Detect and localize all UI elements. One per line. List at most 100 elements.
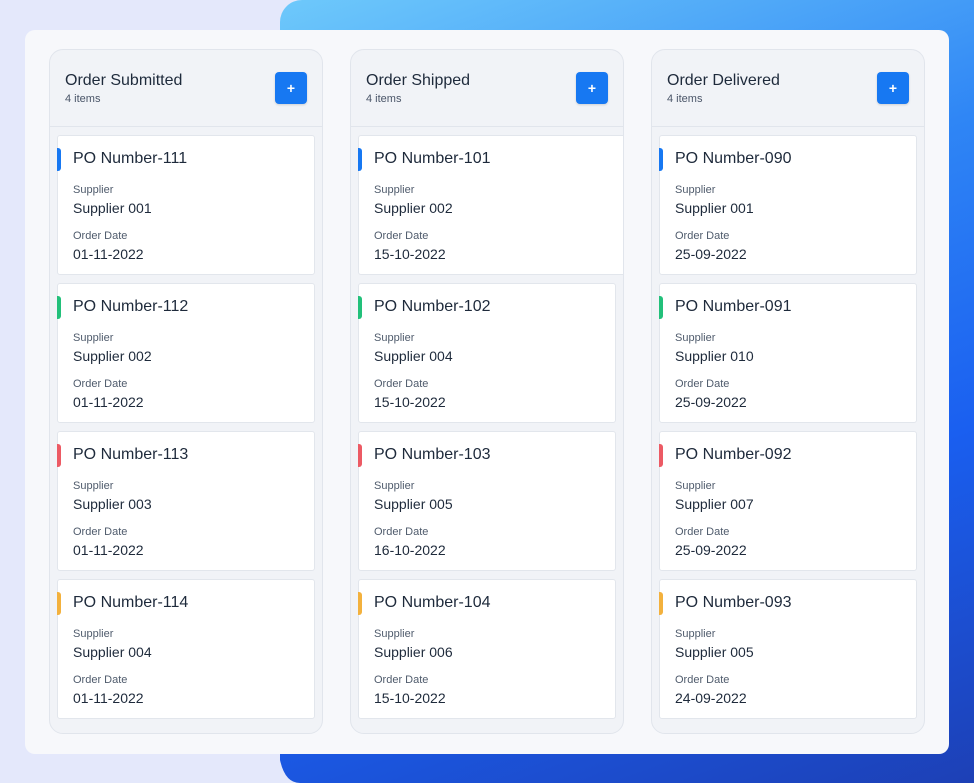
- order-card[interactable]: PO Number-101 Supplier Supplier 002 Orde…: [358, 135, 623, 275]
- order-card[interactable]: PO Number-113 Supplier Supplier 003 Orde…: [57, 431, 315, 571]
- order-date-label: Order Date: [675, 378, 730, 390]
- order-date-label: Order Date: [73, 230, 128, 242]
- card-title: PO Number-111: [73, 150, 188, 167]
- card-accent: [659, 148, 663, 171]
- order-date-label: Order Date: [73, 378, 128, 390]
- order-date-label: Order Date: [675, 230, 730, 242]
- card-accent: [659, 444, 663, 467]
- column-item-count: 4 items: [366, 93, 402, 105]
- add-card-button[interactable]: +: [275, 72, 307, 104]
- supplier-label: Supplier: [374, 184, 415, 196]
- card-list: PO Number-101 Supplier Supplier 002 Orde…: [358, 135, 623, 727]
- supplier-label: Supplier: [675, 184, 716, 196]
- order-date-value: 01-11-2022: [73, 542, 144, 558]
- card-list: PO Number-111 Supplier Supplier 001 Orde…: [57, 135, 315, 727]
- card-title: PO Number-112: [73, 298, 189, 315]
- card-accent: [358, 296, 362, 319]
- supplier-value: Supplier 006: [374, 644, 453, 660]
- order-date-label: Order Date: [374, 230, 429, 242]
- order-date-value: 15-10-2022: [374, 690, 446, 706]
- plus-icon: +: [888, 80, 898, 96]
- card-accent: [57, 148, 61, 171]
- supplier-label: Supplier: [675, 332, 716, 344]
- column-order-delivered: Order Delivered 4 items + PO Number-090 …: [651, 49, 925, 734]
- order-card[interactable]: PO Number-102 Supplier Supplier 004 Orde…: [358, 283, 616, 423]
- order-date-label: Order Date: [73, 526, 128, 538]
- supplier-value: Supplier 007: [675, 496, 754, 512]
- order-date-value: 25-09-2022: [675, 394, 747, 410]
- card-accent: [358, 592, 362, 615]
- supplier-label: Supplier: [675, 480, 716, 492]
- order-date-value: 01-11-2022: [73, 690, 144, 706]
- supplier-label: Supplier: [73, 184, 114, 196]
- order-card[interactable]: PO Number-114 Supplier Supplier 004 Orde…: [57, 579, 315, 719]
- order-card[interactable]: PO Number-103 Supplier Supplier 005 Orde…: [358, 431, 616, 571]
- supplier-label: Supplier: [73, 332, 114, 344]
- order-date-label: Order Date: [675, 674, 730, 686]
- supplier-value: Supplier 001: [675, 200, 754, 216]
- add-card-button[interactable]: +: [576, 72, 608, 104]
- plus-icon: +: [587, 80, 597, 96]
- card-accent: [57, 444, 61, 467]
- order-card[interactable]: PO Number-092 Supplier Supplier 007 Orde…: [659, 431, 917, 571]
- card-title: PO Number-091: [675, 298, 792, 315]
- order-date-value: 16-10-2022: [374, 542, 446, 558]
- card-list: PO Number-090 Supplier Supplier 001 Orde…: [659, 135, 917, 727]
- order-date-label: Order Date: [374, 526, 429, 538]
- card-title: PO Number-104: [374, 594, 491, 611]
- card-title: PO Number-114: [73, 594, 189, 611]
- kanban-board: Order Submitted 4 items + PO Number-111 …: [25, 30, 949, 754]
- card-title: PO Number-090: [675, 150, 792, 167]
- card-title: PO Number-103: [374, 446, 491, 463]
- order-card[interactable]: PO Number-111 Supplier Supplier 001 Orde…: [57, 135, 315, 275]
- card-title: PO Number-093: [675, 594, 792, 611]
- order-date-value: 24-09-2022: [675, 690, 747, 706]
- plus-icon: +: [286, 80, 296, 96]
- order-date-label: Order Date: [374, 378, 429, 390]
- order-card[interactable]: PO Number-104 Supplier Supplier 006 Orde…: [358, 579, 616, 719]
- supplier-label: Supplier: [374, 332, 415, 344]
- column-title: Order Shipped: [366, 72, 471, 89]
- card-accent: [358, 444, 362, 467]
- supplier-value: Supplier 010: [675, 348, 754, 364]
- column-header: Order Submitted 4 items +: [50, 50, 322, 127]
- card-title: PO Number-102: [374, 298, 491, 315]
- card-accent: [57, 592, 61, 615]
- order-date-value: 25-09-2022: [675, 246, 747, 262]
- supplier-label: Supplier: [73, 628, 114, 640]
- supplier-label: Supplier: [73, 480, 114, 492]
- order-date-value: 01-11-2022: [73, 246, 144, 262]
- card-title: PO Number-101: [374, 150, 491, 167]
- supplier-label: Supplier: [675, 628, 716, 640]
- column-order-shipped: Order Shipped 4 items + PO Number-101 Su…: [350, 49, 624, 734]
- supplier-value: Supplier 002: [374, 200, 453, 216]
- order-card[interactable]: PO Number-090 Supplier Supplier 001 Orde…: [659, 135, 917, 275]
- column-title: Order Submitted: [65, 72, 183, 89]
- column-header: Order Shipped 4 items +: [351, 50, 623, 127]
- supplier-value: Supplier 004: [374, 348, 453, 364]
- card-title: PO Number-092: [675, 446, 792, 463]
- order-card[interactable]: PO Number-112 Supplier Supplier 002 Orde…: [57, 283, 315, 423]
- column-item-count: 4 items: [65, 93, 101, 105]
- card-accent: [659, 296, 663, 319]
- supplier-value: Supplier 002: [73, 348, 152, 364]
- card-accent: [57, 296, 61, 319]
- card-accent: [358, 148, 362, 171]
- supplier-label: Supplier: [374, 480, 415, 492]
- column-item-count: 4 items: [667, 93, 703, 105]
- order-card[interactable]: PO Number-091 Supplier Supplier 010 Orde…: [659, 283, 917, 423]
- order-date-value: 25-09-2022: [675, 542, 747, 558]
- order-date-label: Order Date: [374, 674, 429, 686]
- card-title: PO Number-113: [73, 446, 189, 463]
- supplier-value: Supplier 005: [374, 496, 453, 512]
- supplier-value: Supplier 005: [675, 644, 754, 660]
- supplier-value: Supplier 003: [73, 496, 152, 512]
- add-card-button[interactable]: +: [877, 72, 909, 104]
- column-order-submitted: Order Submitted 4 items + PO Number-111 …: [49, 49, 323, 734]
- order-card[interactable]: PO Number-093 Supplier Supplier 005 Orde…: [659, 579, 917, 719]
- order-date-label: Order Date: [73, 674, 128, 686]
- order-date-value: 01-11-2022: [73, 394, 144, 410]
- supplier-label: Supplier: [374, 628, 415, 640]
- card-accent: [659, 592, 663, 615]
- order-date-value: 15-10-2022: [374, 394, 446, 410]
